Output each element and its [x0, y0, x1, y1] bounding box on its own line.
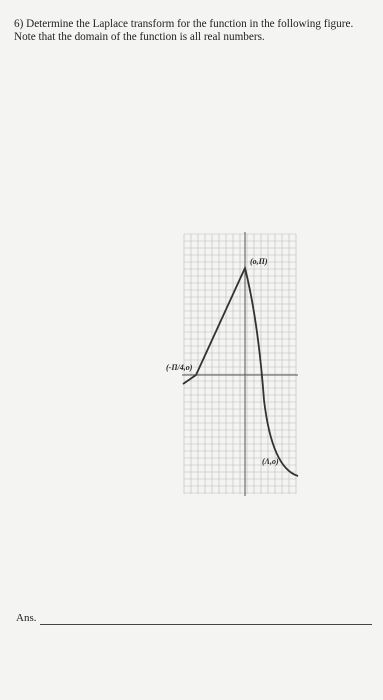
- answer-line: [40, 624, 372, 625]
- point-label: (o,Π): [250, 257, 268, 266]
- point-label: (Λ,o): [262, 457, 279, 466]
- question-text: 6) Determine the Laplace transform for t…: [14, 18, 354, 43]
- point-label: (-Π/4,o): [166, 363, 193, 372]
- answer-label: Ans.: [16, 612, 37, 624]
- function-curve: [182, 265, 299, 477]
